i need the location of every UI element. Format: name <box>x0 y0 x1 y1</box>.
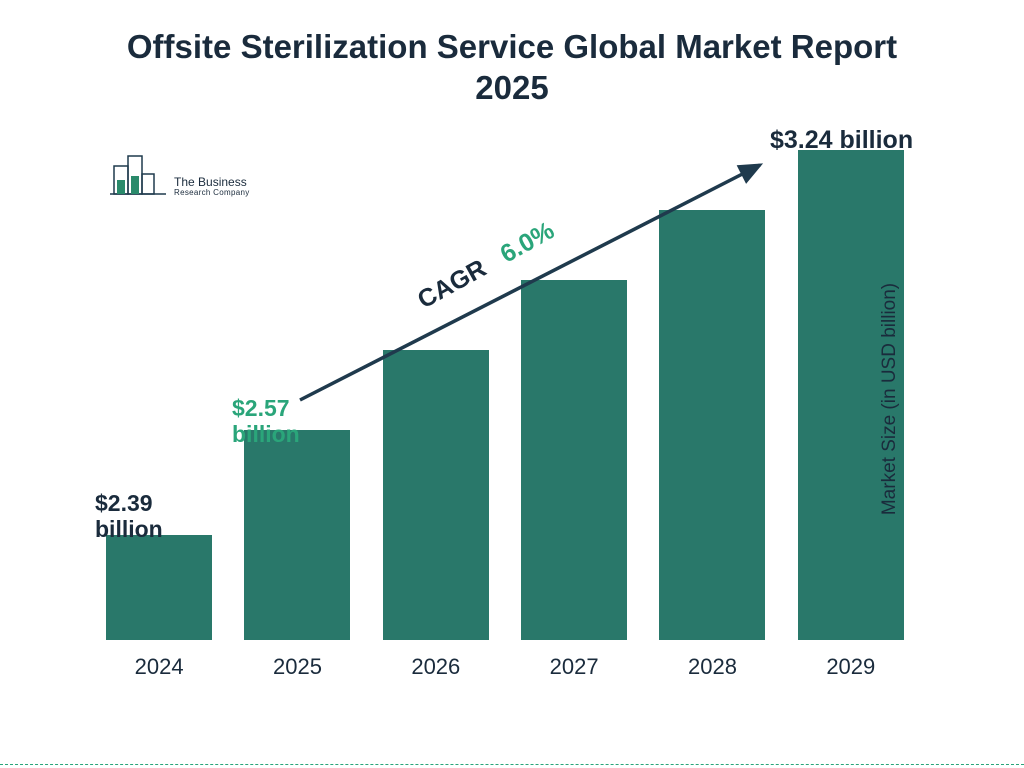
callout-2025: $2.57 billion <box>232 395 342 448</box>
bar-2028 <box>659 210 765 640</box>
callout-2029: $3.24 billion <box>770 126 913 155</box>
callout-2024: $2.39 billion <box>95 490 205 543</box>
bar-chart: 2024 2025 2026 2027 2028 2029 <box>90 140 920 700</box>
bar-2025 <box>244 430 350 640</box>
x-axis-labels: 2024 2025 2026 2027 2028 2029 <box>90 654 920 680</box>
xlabel-4: 2028 <box>659 654 765 680</box>
xlabel-5: 2029 <box>798 654 904 680</box>
bar-2024 <box>106 535 212 640</box>
xlabel-2: 2026 <box>383 654 489 680</box>
bar-2027 <box>521 280 627 640</box>
xlabel-3: 2027 <box>521 654 627 680</box>
y-axis-label: Market Size (in USD billion) <box>879 283 901 515</box>
bottom-dashed-divider <box>0 764 1024 765</box>
xlabel-0: 2024 <box>106 654 212 680</box>
bar-2026 <box>383 350 489 640</box>
xlabel-1: 2025 <box>244 654 350 680</box>
bars-container <box>90 140 920 640</box>
chart-title: Offsite Sterilization Service Global Mar… <box>0 26 1024 109</box>
